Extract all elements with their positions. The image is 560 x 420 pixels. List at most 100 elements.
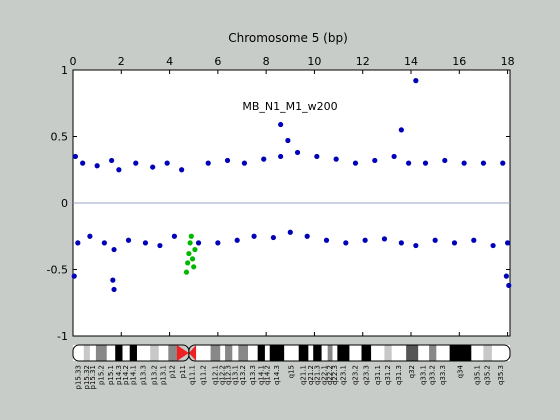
y-tick-label: 0 bbox=[61, 197, 68, 210]
ideogram-band-label: q35.3 bbox=[497, 365, 505, 385]
ideogram-band-label: q35.2 bbox=[484, 365, 492, 385]
ideogram-band bbox=[232, 345, 239, 361]
data-point bbox=[461, 160, 467, 166]
data-point bbox=[294, 149, 301, 156]
data-point bbox=[94, 163, 100, 169]
ideogram-band-label: q11.2 bbox=[199, 365, 207, 385]
ideogram-band-label: q22.1 bbox=[321, 365, 329, 385]
data-point bbox=[142, 240, 149, 246]
ideogram-band bbox=[449, 345, 472, 361]
data-point bbox=[191, 264, 197, 270]
data-point bbox=[314, 153, 320, 160]
data-point bbox=[157, 242, 163, 249]
x-axis: 0 2 4 6 8 10 12 14 16 18 bbox=[70, 55, 515, 336]
data-point bbox=[150, 164, 156, 170]
ideogram-band-label: q23.1 bbox=[339, 365, 347, 385]
data-point bbox=[270, 234, 276, 241]
ideogram-band bbox=[248, 345, 258, 361]
data-point bbox=[187, 240, 193, 246]
data-point bbox=[110, 277, 116, 283]
data-point bbox=[422, 160, 429, 166]
data-point bbox=[111, 286, 117, 293]
ideogram-band-label: q23.3 bbox=[362, 365, 370, 385]
data-point bbox=[109, 157, 115, 164]
ideogram-band-label: p15.32 bbox=[83, 365, 91, 389]
ideogram-band bbox=[225, 345, 233, 361]
ideogram-band-label: p15.33 bbox=[74, 365, 82, 389]
ideogram-band-label: p15.2 bbox=[97, 365, 105, 385]
ideogram-band-label: p15.31 bbox=[89, 365, 97, 389]
ideogram-band-label: p12 bbox=[169, 365, 177, 378]
data-point bbox=[398, 127, 404, 133]
ideogram-band bbox=[327, 345, 333, 361]
ideogram-band bbox=[429, 345, 437, 361]
data-point bbox=[503, 273, 509, 279]
data-point bbox=[80, 160, 86, 166]
data-point bbox=[381, 236, 388, 242]
x-tick-label: 12 bbox=[356, 55, 370, 68]
ideogram-band bbox=[122, 345, 130, 361]
data-point bbox=[333, 156, 339, 162]
ideogram-outline-q bbox=[188, 344, 511, 362]
data-point bbox=[192, 246, 198, 253]
y-tick-label: 0.5 bbox=[51, 131, 69, 144]
data-point bbox=[179, 167, 185, 173]
ideogram-band bbox=[361, 345, 372, 361]
data-point bbox=[323, 237, 330, 243]
data-point bbox=[72, 153, 79, 160]
ideogram-band bbox=[257, 345, 265, 361]
data-point bbox=[234, 237, 240, 243]
data-point bbox=[500, 160, 506, 166]
data-point bbox=[224, 157, 231, 164]
ideogram-band-label: p14.3 bbox=[115, 365, 123, 385]
ideogram-band bbox=[384, 345, 392, 361]
data-point bbox=[195, 240, 202, 246]
data-point bbox=[111, 246, 117, 253]
data-point bbox=[490, 242, 496, 249]
ideogram-band-label: q22.2 bbox=[326, 365, 334, 385]
ideogram-band-label: q12.2 bbox=[219, 365, 227, 385]
ideogram-band bbox=[337, 345, 350, 361]
ideogram-band bbox=[406, 345, 419, 361]
data-point bbox=[506, 282, 512, 289]
data-points bbox=[71, 78, 512, 293]
ideogram-band-label: p11 bbox=[179, 365, 187, 378]
y-tick-label: 1 bbox=[61, 64, 68, 77]
data-point bbox=[75, 240, 81, 246]
ideogram-band bbox=[220, 345, 226, 361]
data-point bbox=[285, 137, 291, 144]
ideogram-band bbox=[298, 345, 309, 361]
data-point bbox=[133, 160, 139, 166]
ideogram-band bbox=[158, 345, 169, 361]
data-point bbox=[432, 237, 438, 243]
ideogram-band bbox=[136, 345, 151, 361]
ideogram-band bbox=[269, 345, 285, 361]
ideogram-band-label: p14.2 bbox=[122, 365, 130, 385]
data-point bbox=[504, 240, 511, 246]
ideogram-band bbox=[196, 345, 211, 361]
data-point bbox=[189, 256, 196, 262]
data-point bbox=[343, 240, 349, 246]
data-point bbox=[261, 156, 267, 162]
ideogram-band bbox=[483, 345, 492, 361]
ideogram-band-label: p13.3 bbox=[140, 365, 148, 385]
ideogram-band bbox=[418, 345, 430, 361]
data-point bbox=[413, 242, 419, 249]
data-point bbox=[241, 160, 248, 166]
ideogram-band-label: q21.3 bbox=[313, 365, 321, 385]
ideogram-band bbox=[106, 345, 116, 361]
ideogram-band-label: q33.2 bbox=[429, 365, 437, 385]
ideogram-band bbox=[321, 345, 328, 361]
sample-label: MB_N1_M1_w200 bbox=[242, 100, 337, 113]
x-tick-label: 16 bbox=[452, 55, 466, 68]
data-point bbox=[188, 233, 194, 239]
x-tick-label: 4 bbox=[166, 55, 173, 68]
data-point bbox=[451, 240, 458, 246]
ideogram-band bbox=[332, 345, 338, 361]
ideogram-band-label: q14.2 bbox=[263, 365, 271, 385]
ideogram-band bbox=[471, 345, 484, 361]
ideogram-band bbox=[129, 345, 137, 361]
data-point bbox=[171, 233, 178, 239]
data-point bbox=[101, 240, 107, 246]
